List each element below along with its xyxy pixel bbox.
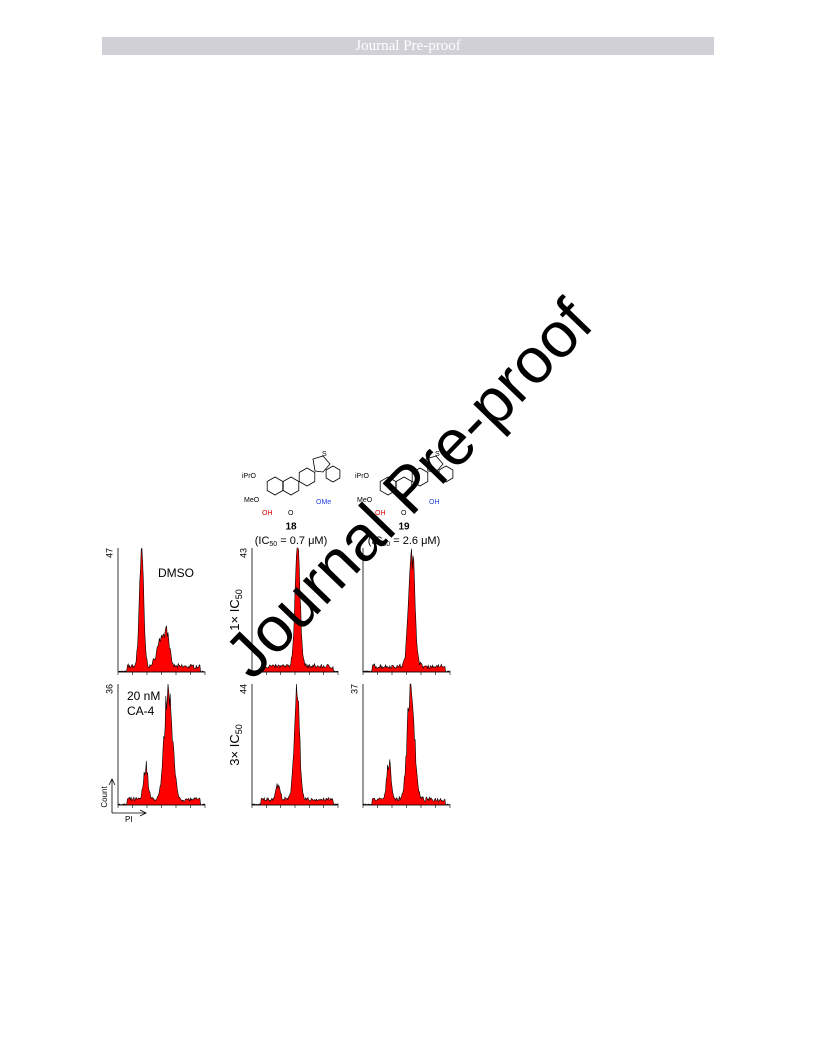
histogram xyxy=(117,547,206,673)
ic50-text: = 2.6 μM) xyxy=(390,535,440,547)
compound-number: 19 xyxy=(398,522,410,533)
axis-label: Count xyxy=(100,786,109,808)
substituent: O xyxy=(288,510,294,517)
substituent: MeO xyxy=(244,497,260,504)
substituent: OH xyxy=(375,510,386,517)
substituent: S xyxy=(322,451,327,458)
axis-arrow xyxy=(108,778,147,817)
compound-number: 18 xyxy=(285,522,297,533)
substituent: iPrO xyxy=(355,473,370,480)
header-bar xyxy=(102,37,714,55)
ic50-subscript: 50 xyxy=(382,541,390,548)
substituent: O xyxy=(401,510,407,517)
y-max-label: 44 xyxy=(238,684,248,694)
ring xyxy=(425,455,454,483)
y-max-label: 36 xyxy=(104,684,114,694)
ic50-text: (IC xyxy=(255,535,270,547)
row-label-subscript: 50 xyxy=(234,589,244,599)
substituent: OH xyxy=(262,510,273,517)
ic50-label: (IC50 = 0.7 μM) xyxy=(255,535,328,548)
panel-label: 20 nM xyxy=(127,689,160,703)
y-max-label: 47 xyxy=(104,548,114,558)
histogram xyxy=(251,683,339,806)
substituent: MeO xyxy=(357,497,373,504)
ic50-text: (IC xyxy=(368,535,383,547)
y-max-label: 37 xyxy=(349,684,359,694)
row-label-text: 3× IC xyxy=(227,734,242,765)
axis-label: PI xyxy=(125,815,133,824)
histogram xyxy=(117,683,206,806)
ring xyxy=(266,467,316,496)
substituent: OH xyxy=(429,499,440,506)
ic50-text: = 0.7 μM) xyxy=(277,535,327,547)
row-label: 3× IC50 xyxy=(227,724,244,765)
row-label-subscript: 50 xyxy=(234,724,244,734)
substituent: OMe xyxy=(316,499,331,506)
histogram xyxy=(251,547,339,673)
header-title: Journal Pre-proof xyxy=(355,38,460,54)
y-max-label: 43 xyxy=(238,548,248,558)
panel-label: DMSO xyxy=(158,566,194,580)
panel-label: CA-4 xyxy=(127,704,155,718)
histogram xyxy=(362,683,451,806)
ic50-label: (IC50 = 2.6 μM) xyxy=(368,535,441,548)
substituent: iPrO xyxy=(242,473,257,480)
ic50-subscript: 50 xyxy=(269,541,277,548)
row-label: 1× IC50 xyxy=(227,589,244,630)
histogram xyxy=(362,548,451,673)
row-label-text: 1× IC xyxy=(227,599,242,630)
ring xyxy=(312,455,341,483)
substituent: S xyxy=(435,451,440,458)
ring xyxy=(379,467,429,496)
